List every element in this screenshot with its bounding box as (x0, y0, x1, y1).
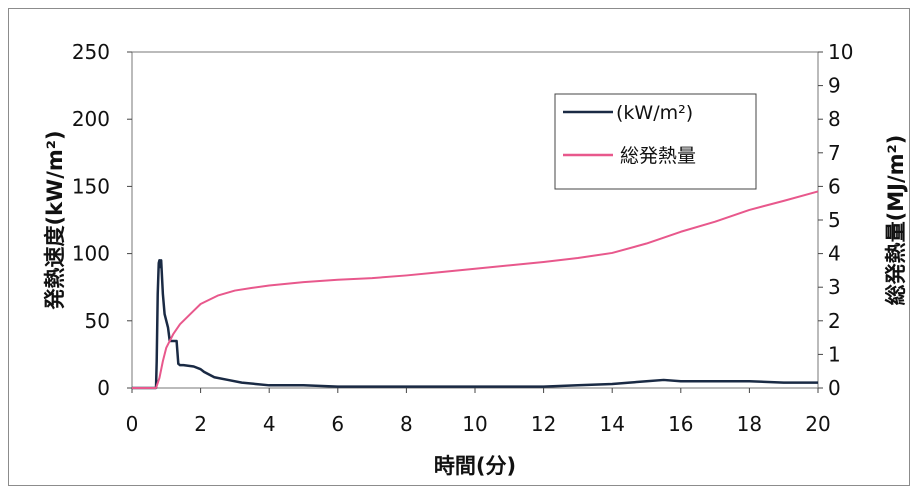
right-y-tick-label: 4 (828, 242, 841, 266)
line-heat-release-rate (132, 259, 818, 390)
right-y-tick-label: 9 (828, 74, 841, 98)
line-total-heat-release (132, 190, 819, 389)
right-y-tick-label: 8 (828, 107, 841, 131)
left-y-tick-label: 250 (72, 40, 110, 64)
x-tick-label: 10 (462, 412, 487, 436)
series-lines (132, 190, 819, 390)
right-y-tick-label: 7 (828, 141, 841, 165)
x-axis-title: 時間(分) (434, 454, 516, 478)
left-y-tick-label: 200 (72, 107, 110, 131)
left-y-tick-label: 150 (72, 174, 110, 198)
left-y-tick-label: 100 (72, 242, 110, 266)
legend: (kW/m²) 総発熱量 (554, 93, 757, 190)
x-tick-label: 20 (805, 412, 830, 436)
x-tick-label: 14 (599, 412, 624, 436)
left-y-tick-label: 0 (97, 376, 110, 400)
x-tick-label: 12 (531, 412, 556, 436)
right-y-tick-label: 2 (828, 309, 841, 333)
x-tick-label: 8 (400, 412, 413, 436)
right-y-tick-label: 10 (828, 40, 853, 64)
left-y-tick-label: 50 (85, 309, 110, 333)
right-y-tick-label: 6 (828, 174, 841, 198)
right-y-axis-ticks: 0 1 2 3 4 5 6 7 8 9 10 (818, 40, 853, 400)
right-y-tick-label: 1 (828, 342, 841, 366)
x-axis-ticks: 0 2 4 6 8 10 12 14 16 18 20 (126, 388, 831, 436)
x-tick-label: 0 (126, 412, 139, 436)
right-y-axis-title: 総発熱量(MJ/m²) (884, 135, 908, 306)
x-tick-label: 2 (194, 412, 207, 436)
legend-label-heat-release-rate: (kW/m²) (616, 102, 693, 124)
right-y-tick-label: 0 (828, 376, 841, 400)
legend-box (554, 93, 757, 190)
right-y-tick-label: 5 (828, 208, 841, 232)
x-tick-label: 4 (263, 412, 276, 436)
left-y-axis-title: 発熱速度(kW/m²) (43, 130, 67, 310)
legend-label-total-heat-release: 総発熱量 (620, 145, 696, 167)
x-tick-label: 6 (331, 412, 344, 436)
x-tick-label: 18 (737, 412, 762, 436)
x-tick-label: 16 (668, 412, 693, 436)
left-y-axis-ticks: 0 50 100 150 200 250 (72, 40, 132, 400)
right-y-tick-label: 3 (828, 275, 841, 299)
